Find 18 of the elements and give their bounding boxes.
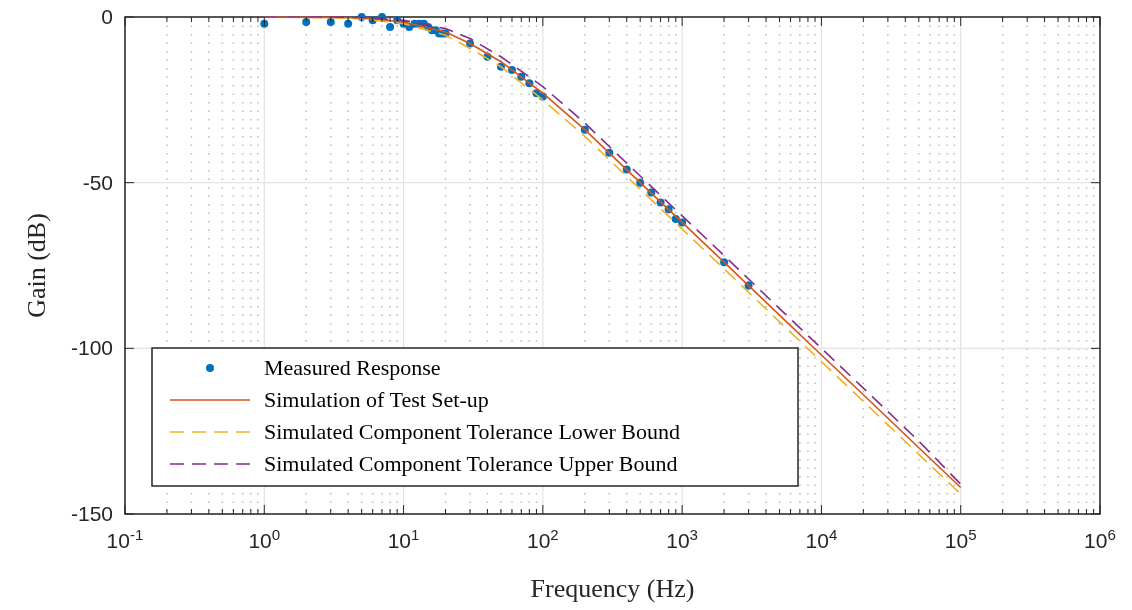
x-tick-label: 10$^{0}$ xyxy=(248,525,281,552)
legend-label: Simulated Component Tolerance Upper Bound xyxy=(264,451,678,476)
y-axis-title: Gain (dB) xyxy=(22,213,51,318)
y-tick-label: -50 xyxy=(82,170,113,194)
legend-label: Simulated Component Tolerance Lower Bound xyxy=(264,419,680,444)
legend-label: Measured Response xyxy=(264,355,441,380)
x-tick-label: 10$^{2}$ xyxy=(526,525,559,552)
y-tick-label: 0 xyxy=(101,5,113,28)
y-tick-label: -100 xyxy=(70,336,113,360)
x-tick-label: 10$^{-1}$ xyxy=(106,525,144,552)
x-tick-label: 10$^{4}$ xyxy=(805,525,838,552)
y-tick-label: -150 xyxy=(70,502,113,525)
x-tick-label: 10$^{3}$ xyxy=(666,525,699,552)
x-tick-label: 10$^{1}$ xyxy=(387,525,420,552)
x-tick-label: 10$^{6}$ xyxy=(1084,525,1116,552)
x-tick-label: 10$^{5}$ xyxy=(944,525,977,552)
legend-label: Simulation of Test Set-up xyxy=(264,387,489,412)
x-axis-title: Frequency (Hz) xyxy=(530,574,695,603)
